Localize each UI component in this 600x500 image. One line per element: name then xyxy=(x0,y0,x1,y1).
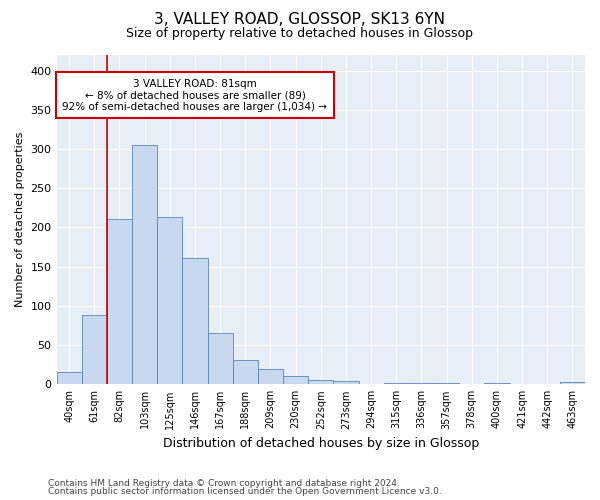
Y-axis label: Number of detached properties: Number of detached properties xyxy=(15,132,25,308)
Bar xyxy=(182,258,208,384)
Bar xyxy=(409,382,434,384)
Bar xyxy=(258,370,283,384)
Bar xyxy=(56,372,82,384)
Bar xyxy=(334,381,359,384)
Bar xyxy=(233,360,258,384)
Bar xyxy=(82,314,107,384)
Bar xyxy=(560,382,585,384)
Text: 3 VALLEY ROAD: 81sqm
← 8% of detached houses are smaller (89)
92% of semi-detach: 3 VALLEY ROAD: 81sqm ← 8% of detached ho… xyxy=(62,78,328,112)
Text: Size of property relative to detached houses in Glossop: Size of property relative to detached ho… xyxy=(127,28,473,40)
Bar xyxy=(484,382,509,384)
Bar xyxy=(208,334,233,384)
Bar xyxy=(308,380,334,384)
Bar xyxy=(283,376,308,384)
Text: 3, VALLEY ROAD, GLOSSOP, SK13 6YN: 3, VALLEY ROAD, GLOSSOP, SK13 6YN xyxy=(155,12,445,28)
Text: Contains HM Land Registry data © Crown copyright and database right 2024.: Contains HM Land Registry data © Crown c… xyxy=(48,478,400,488)
Bar xyxy=(383,382,409,384)
Bar xyxy=(132,145,157,384)
Bar xyxy=(434,382,459,384)
Text: Contains public sector information licensed under the Open Government Licence v3: Contains public sector information licen… xyxy=(48,487,442,496)
Bar xyxy=(157,216,182,384)
Bar xyxy=(107,219,132,384)
X-axis label: Distribution of detached houses by size in Glossop: Distribution of detached houses by size … xyxy=(163,437,479,450)
